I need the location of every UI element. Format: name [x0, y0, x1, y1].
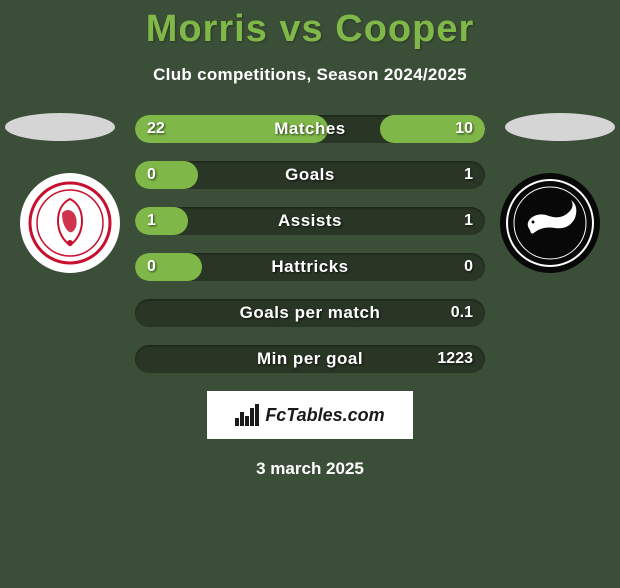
brand-logo: FcTables.com [207, 391, 413, 439]
player-shadow-left [5, 113, 115, 141]
swansea-crest-icon [505, 178, 595, 268]
stat-value-right: 1223 [425, 345, 485, 373]
bar-chart-icon [235, 404, 259, 426]
stat-row-goals-per-match: Goals per match 0.1 [135, 299, 485, 327]
stat-value-right: 1 [452, 161, 485, 189]
brand-text: FcTables.com [265, 405, 384, 426]
stat-value-right: 10 [443, 115, 485, 143]
team-badge-left [20, 173, 120, 273]
page-title: Morris vs Cooper [0, 8, 620, 51]
stat-row-goals: 0 Goals 1 [135, 161, 485, 189]
stat-row-min-per-goal: Min per goal 1223 [135, 345, 485, 373]
stat-row-hattricks: 0 Hattricks 0 [135, 253, 485, 281]
stat-row-matches: 22 Matches 10 [135, 115, 485, 143]
stat-value-right: 1 [452, 207, 485, 235]
stat-row-assists: 1 Assists 1 [135, 207, 485, 235]
stat-value-right: 0.1 [439, 299, 485, 327]
page-subtitle: Club competitions, Season 2024/2025 [0, 65, 620, 85]
team-badge-right [500, 173, 600, 273]
stat-label: Hattricks [135, 253, 485, 281]
middlesbrough-crest-icon [28, 181, 112, 265]
stat-label: Goals [135, 161, 485, 189]
stat-label: Goals per match [135, 299, 485, 327]
stat-value-right: 0 [452, 253, 485, 281]
player-shadow-right [505, 113, 615, 141]
stats-area: 22 Matches 10 0 Goals 1 1 Assists 1 0 Ha… [0, 113, 620, 479]
stat-bars: 22 Matches 10 0 Goals 1 1 Assists 1 0 Ha… [135, 113, 485, 373]
stat-label: Matches [135, 115, 485, 143]
date-label: 3 march 2025 [0, 459, 620, 479]
stat-label: Assists [135, 207, 485, 235]
